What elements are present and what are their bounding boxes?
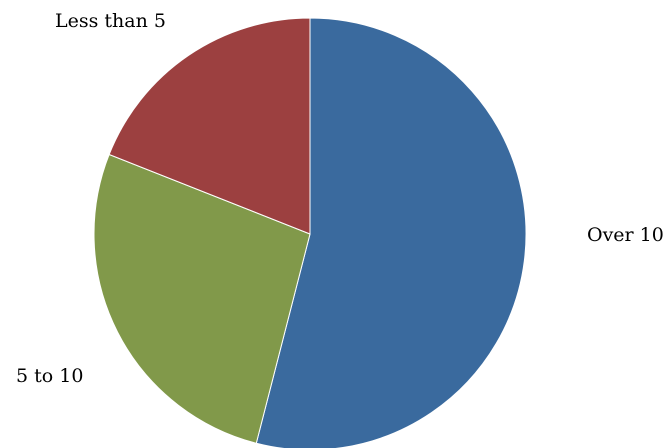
slice-label-less-than-5: Less than 5 — [55, 10, 166, 32]
pie-slice-5-to-10 — [93, 153, 311, 444]
slice-label-5-to-10: 5 to 10 — [16, 365, 83, 387]
pie-slice-less-than-5 — [108, 17, 311, 235]
pie-slice-over-10 — [255, 17, 527, 448]
pie-slices — [93, 17, 527, 448]
slice-label-over-10: Over 10 — [587, 224, 664, 246]
pie-labels: Over 10 5 to 10 Less than 5 — [16, 10, 664, 387]
